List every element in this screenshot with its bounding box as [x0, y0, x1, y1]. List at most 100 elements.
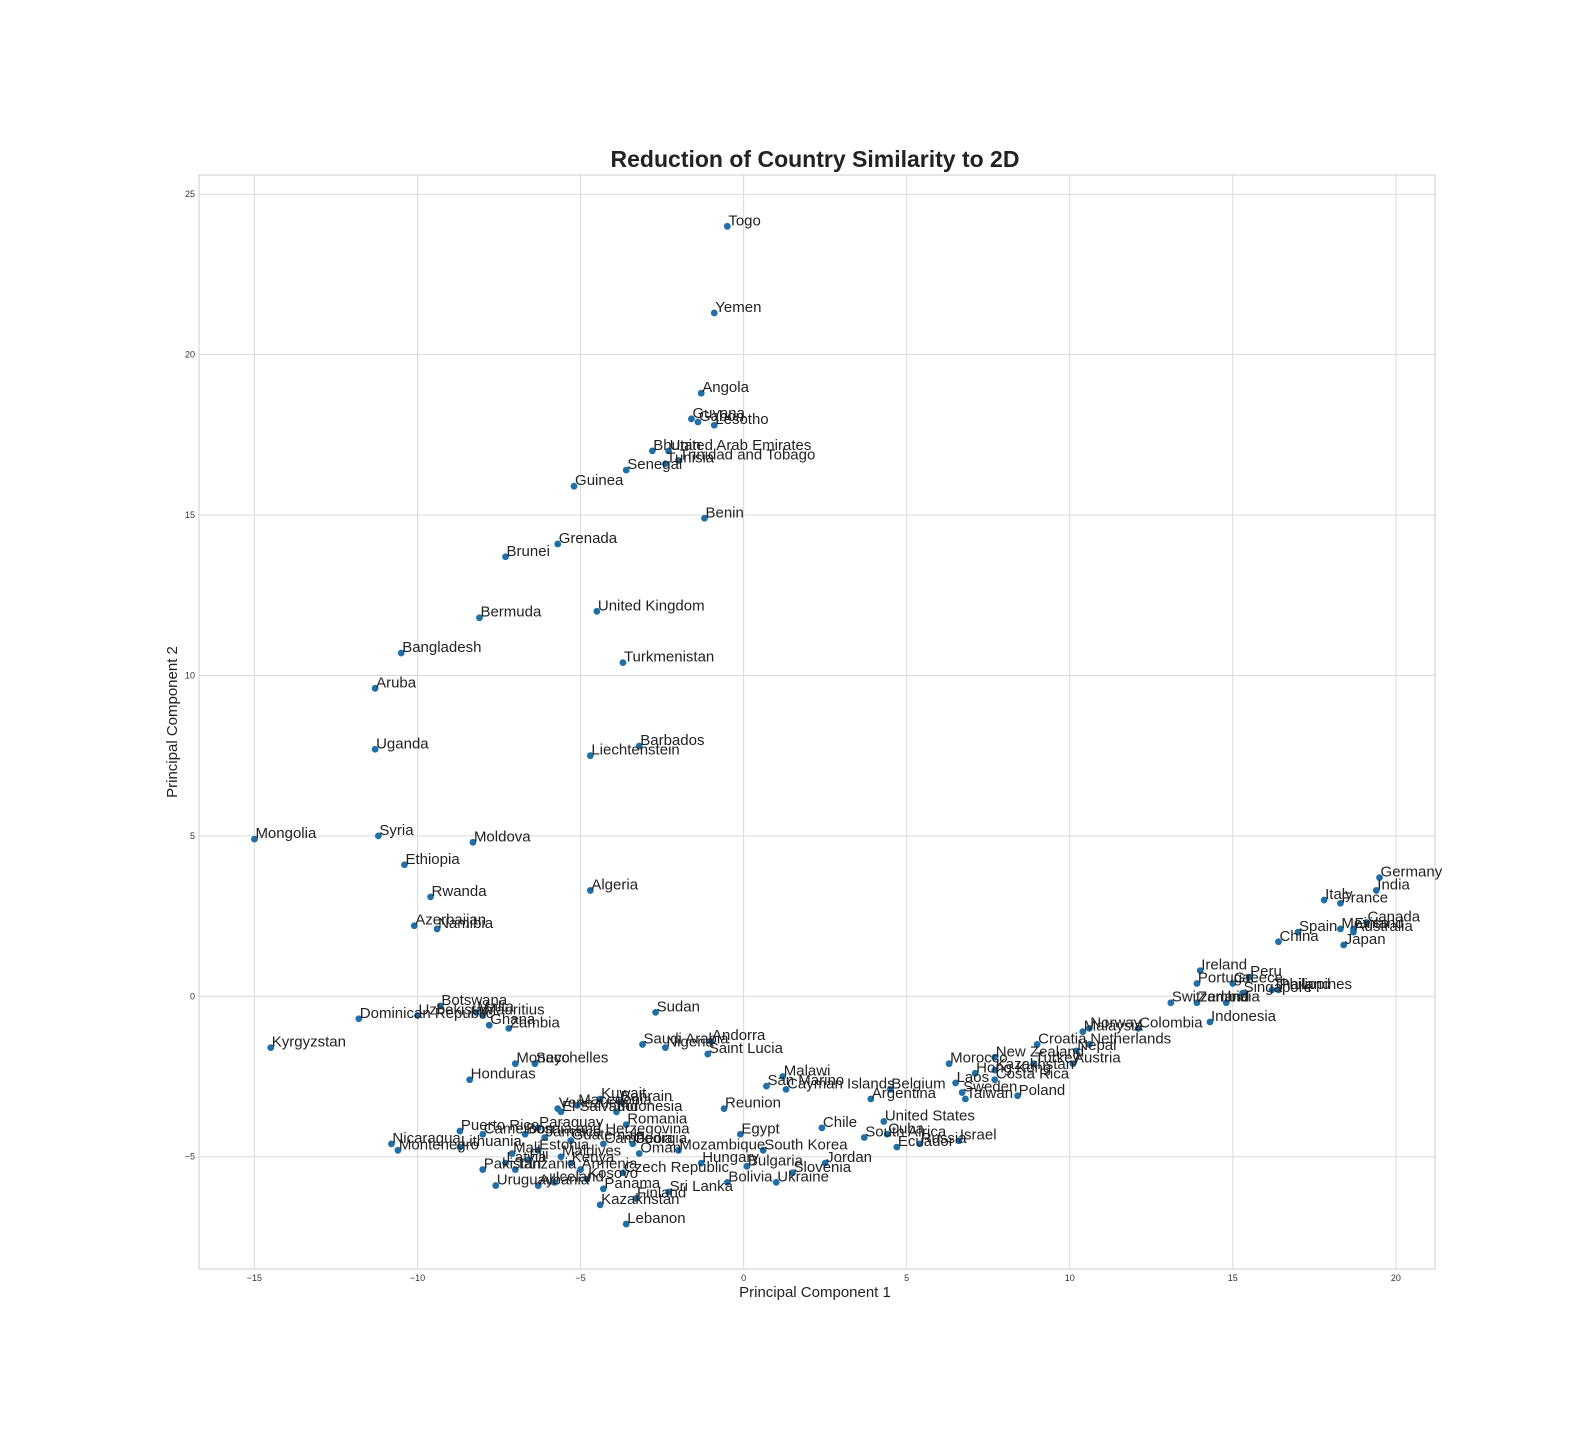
- point-label: Colombia: [1139, 1014, 1203, 1031]
- point-label: Saudi Arabia: [644, 1030, 730, 1047]
- point-label: Reunion: [725, 1095, 781, 1112]
- x-tick-label: 15: [1228, 1273, 1238, 1283]
- x-tick-label: −10: [410, 1273, 425, 1283]
- data-point: [374, 832, 382, 840]
- data-point: [955, 1137, 963, 1145]
- x-tick-label: −5: [575, 1273, 585, 1283]
- point-label: Ethiopia: [405, 851, 460, 868]
- point-label: Monaco: [516, 1050, 569, 1067]
- point-label: Bosnia and Herzegovina: [526, 1120, 690, 1137]
- data-point: [710, 309, 718, 317]
- data-point: [1268, 986, 1276, 994]
- data-point: [971, 1069, 979, 1077]
- point-label: Mali: [513, 1140, 541, 1157]
- point-label: Argentina: [872, 1085, 937, 1102]
- point-label: Sweden: [963, 1079, 1017, 1096]
- data-point: [697, 389, 705, 397]
- y-axis-ticks: −5 0 5 10 15 20 25: [185, 189, 195, 1161]
- x-tick-label: −15: [247, 1273, 262, 1283]
- point-label: Belgium: [891, 1075, 945, 1092]
- point-label: Cayman Islands: [787, 1075, 895, 1092]
- data-point: [1294, 928, 1302, 936]
- point-label: Panama: [604, 1175, 661, 1192]
- data-point: [1030, 1060, 1038, 1068]
- point-label: Seychelles: [536, 1050, 609, 1067]
- point-label: Ireland: [1201, 957, 1247, 974]
- point-label: Kyrgyzstan: [272, 1034, 346, 1051]
- point-label: Norway: [1090, 1014, 1141, 1031]
- point-label: Switzerland: [1172, 989, 1250, 1006]
- point-label: Lesotho: [715, 411, 768, 428]
- point-label: Cameroon: [484, 1120, 554, 1137]
- data-point: [267, 1044, 275, 1052]
- point-label: Mauritius: [484, 1002, 545, 1019]
- data-point: [635, 1150, 643, 1157]
- point-label: Estonia: [539, 1136, 590, 1153]
- data-point: [1193, 980, 1201, 987]
- y-tick-label: 10: [185, 670, 195, 680]
- point-label: Togo: [728, 212, 761, 229]
- data-point: [613, 1108, 620, 1116]
- point-label: San Marino: [767, 1072, 844, 1089]
- data-point: [818, 1124, 826, 1132]
- point-label: Jordan: [826, 1149, 872, 1166]
- point-label: Austria: [1074, 1050, 1121, 1067]
- data-point: [502, 1159, 509, 1167]
- data-point: [479, 1130, 487, 1138]
- point-label: Grenada: [559, 530, 618, 547]
- point-label: Turkmenistan: [624, 649, 714, 666]
- point-label: China: [1279, 928, 1319, 945]
- point-label: Finland: [637, 1184, 686, 1201]
- data-point: [534, 1182, 542, 1189]
- point-label: Zambia: [510, 1014, 561, 1031]
- point-label: Romania: [627, 1111, 688, 1128]
- y-tick-label: 15: [185, 510, 195, 520]
- data-point: [531, 1060, 539, 1068]
- data-point: [1014, 1092, 1021, 1100]
- point-label: Sri Lanka: [670, 1178, 734, 1195]
- data-point: [674, 1146, 682, 1154]
- point-label: Israel: [960, 1127, 997, 1144]
- data-point: [554, 540, 562, 548]
- data-point: [466, 1076, 474, 1084]
- point-label: Rwanda: [432, 883, 488, 900]
- data-point: [1196, 967, 1204, 975]
- point-label: El Salvador: [562, 1098, 639, 1115]
- point-label: Malawi: [784, 1063, 831, 1080]
- data-point: [704, 1050, 712, 1058]
- point-label: Kazakhstan: [601, 1191, 679, 1208]
- point-label: Germany: [1381, 864, 1443, 881]
- data-point: [1167, 999, 1175, 1007]
- data-point: [472, 1008, 480, 1016]
- data-point: [1134, 1024, 1142, 1032]
- data-point: [952, 1079, 960, 1087]
- data-point: [456, 1143, 464, 1151]
- point-label: France: [1341, 889, 1388, 906]
- data-point: [991, 1066, 999, 1074]
- point-label: Angola: [702, 379, 749, 396]
- point-label: Laos: [957, 1069, 990, 1086]
- point-label: Macedonia: [578, 1091, 652, 1108]
- point-label: Taiwan: [966, 1085, 1013, 1102]
- data-point: [541, 1134, 549, 1141]
- data-point: [583, 1175, 591, 1183]
- data-point: [688, 415, 695, 423]
- point-label: Turkey: [1035, 1050, 1081, 1067]
- point-label: Benin: [705, 504, 743, 521]
- point-label: India: [1227, 989, 1260, 1006]
- point-label: New Zealand: [996, 1043, 1084, 1060]
- data-point: [511, 1166, 519, 1173]
- data-point: [772, 1178, 780, 1186]
- data-point: [433, 925, 441, 933]
- data-point: [961, 1095, 969, 1103]
- data-point: [883, 1130, 891, 1138]
- point-label: Jamaica: [546, 1123, 603, 1140]
- point-label: Paraguay: [539, 1114, 604, 1131]
- point-label: Japan: [1345, 931, 1386, 948]
- data-point: [958, 1089, 966, 1096]
- data-point: [479, 1012, 487, 1019]
- data-point: [436, 1002, 444, 1010]
- data-point: [388, 1140, 395, 1148]
- point-label: Liechtenstein: [591, 742, 679, 759]
